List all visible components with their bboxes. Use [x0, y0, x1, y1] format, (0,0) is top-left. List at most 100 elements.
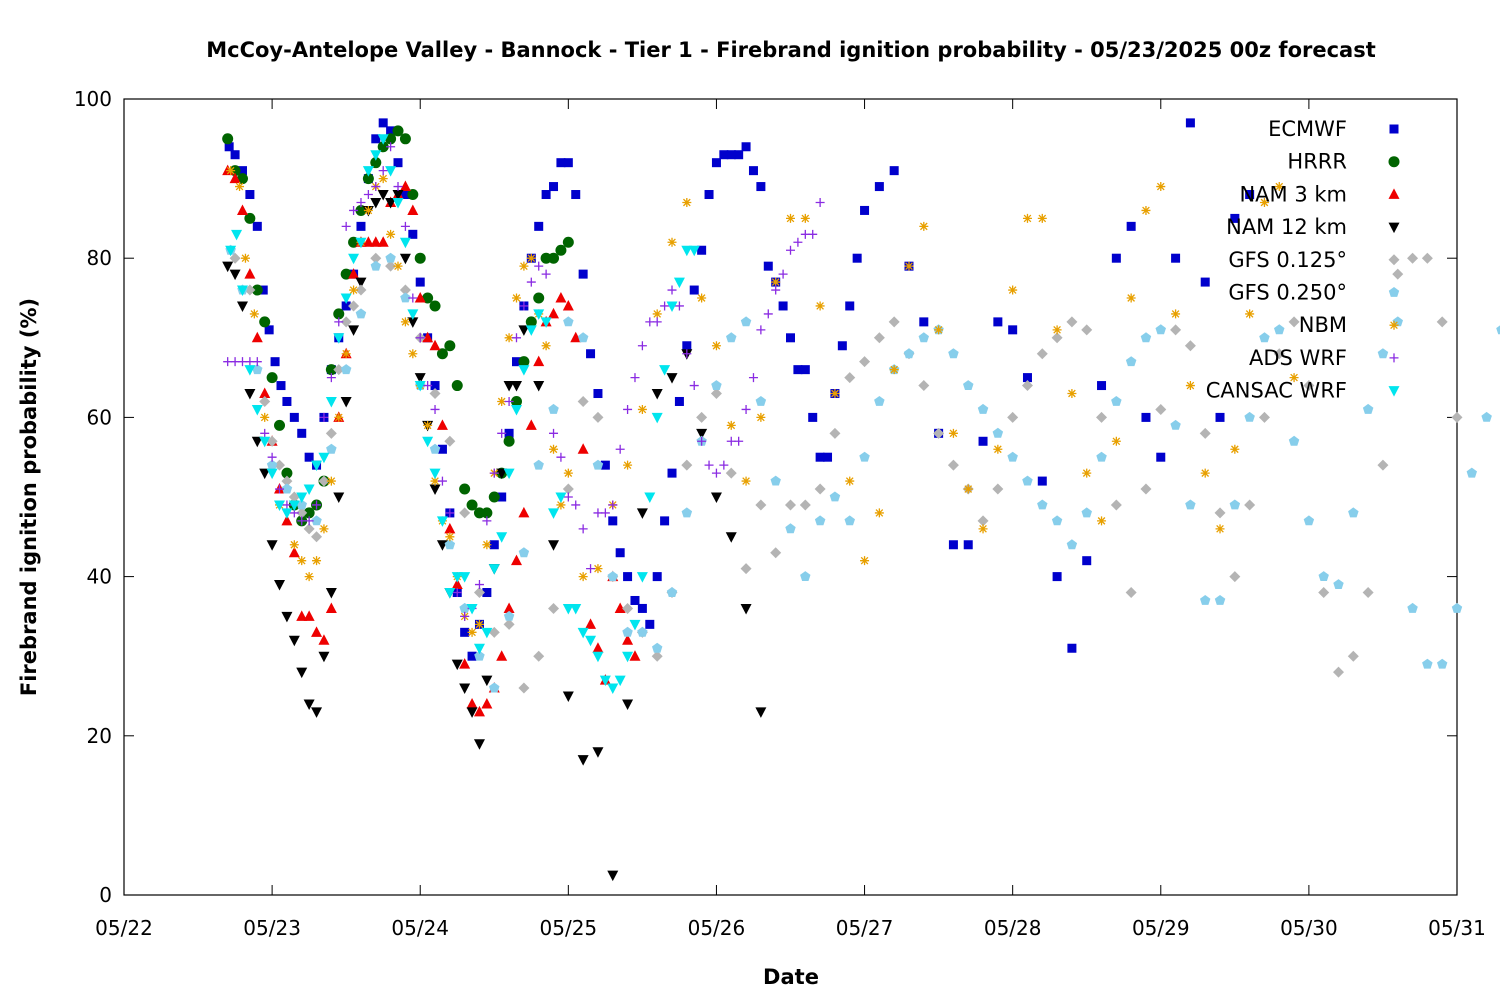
data-point — [488, 491, 500, 503]
x-tick-label: 05/27 — [836, 916, 894, 940]
data-point — [518, 682, 530, 694]
data-point — [259, 468, 271, 480]
data-point — [1140, 483, 1152, 495]
data-point — [578, 524, 588, 534]
data-point — [1496, 325, 1500, 335]
data-point — [362, 173, 374, 185]
data-point — [288, 500, 300, 511]
data-point — [534, 221, 544, 231]
data-point — [258, 285, 268, 295]
data-point — [1407, 252, 1419, 264]
data-point — [266, 459, 278, 470]
data-point — [614, 675, 626, 687]
data-point — [370, 236, 382, 247]
data-point — [845, 476, 855, 486]
data-point — [460, 611, 470, 621]
data-point — [1199, 427, 1211, 439]
data-point — [1037, 499, 1048, 510]
data-point — [341, 301, 351, 311]
data-point — [466, 707, 478, 718]
data-point — [1036, 348, 1048, 360]
data-point — [235, 182, 245, 192]
data-point — [1436, 316, 1448, 328]
data-point — [1022, 213, 1032, 223]
data-point — [1451, 411, 1463, 423]
data-point — [1288, 316, 1300, 328]
data-point — [800, 365, 810, 375]
data-point — [1022, 475, 1033, 486]
data-point — [393, 158, 403, 168]
data-point — [474, 619, 484, 629]
data-point — [422, 292, 434, 304]
data-point — [644, 492, 656, 503]
data-point — [288, 546, 300, 558]
data-point — [429, 339, 441, 351]
data-point — [297, 428, 307, 438]
data-point — [325, 588, 337, 599]
data-point — [674, 301, 684, 311]
data-point — [659, 365, 671, 376]
legend-label: CANSAC WRF — [1206, 379, 1347, 403]
data-point — [348, 268, 360, 279]
data-point — [608, 500, 618, 510]
data-point — [340, 268, 352, 280]
data-point — [1362, 403, 1374, 414]
data-point — [696, 411, 708, 423]
data-point — [377, 134, 389, 145]
data-point — [281, 467, 293, 479]
data-point — [318, 475, 330, 487]
data-point — [947, 459, 959, 471]
data-point — [540, 317, 552, 328]
data-point — [348, 253, 360, 265]
data-point — [260, 428, 270, 438]
data-point — [326, 476, 336, 486]
data-point — [355, 237, 367, 249]
data-point — [555, 292, 567, 303]
data-point — [607, 683, 619, 695]
data-point — [519, 261, 529, 271]
data-point — [1407, 602, 1418, 613]
data-point — [399, 180, 411, 192]
data-point — [392, 197, 404, 209]
data-point — [755, 499, 767, 511]
data-point — [615, 548, 625, 558]
data-point — [1422, 658, 1433, 669]
data-point — [533, 355, 545, 367]
data-point — [874, 508, 884, 518]
data-point — [756, 182, 766, 192]
data-point — [270, 357, 280, 367]
data-point — [415, 277, 425, 287]
data-point — [1082, 468, 1092, 478]
data-point — [400, 292, 411, 303]
data-point — [266, 435, 278, 447]
data-point — [259, 395, 271, 407]
data-point — [755, 396, 767, 406]
data-point — [600, 508, 610, 518]
data-point — [533, 381, 545, 392]
data-point — [1081, 324, 1093, 336]
data-point — [748, 373, 758, 383]
data-point — [393, 261, 403, 271]
y-axis: 0 20 40 60 80 100 — [74, 87, 1457, 907]
data-point — [711, 468, 721, 478]
data-point — [288, 635, 300, 647]
data-point — [845, 301, 855, 311]
data-point — [518, 325, 530, 336]
data-point — [481, 675, 493, 687]
data-point — [1171, 253, 1181, 263]
data-point — [1170, 324, 1182, 336]
data-point — [459, 658, 471, 669]
data-point — [385, 197, 397, 209]
data-point — [303, 699, 315, 710]
data-point — [622, 626, 633, 637]
data-point — [800, 213, 810, 223]
data-point — [697, 293, 707, 303]
data-point — [340, 396, 352, 408]
data-point — [889, 365, 899, 375]
data-point — [511, 293, 521, 303]
x-tick-label: 05/23 — [243, 916, 301, 940]
data-point — [356, 197, 366, 207]
y-tick-label: 80 — [87, 246, 112, 270]
legend: ECMWF HRRR NAM 3 km NAM 12 km GFS 0.125° GFS … — [1206, 117, 1400, 403]
